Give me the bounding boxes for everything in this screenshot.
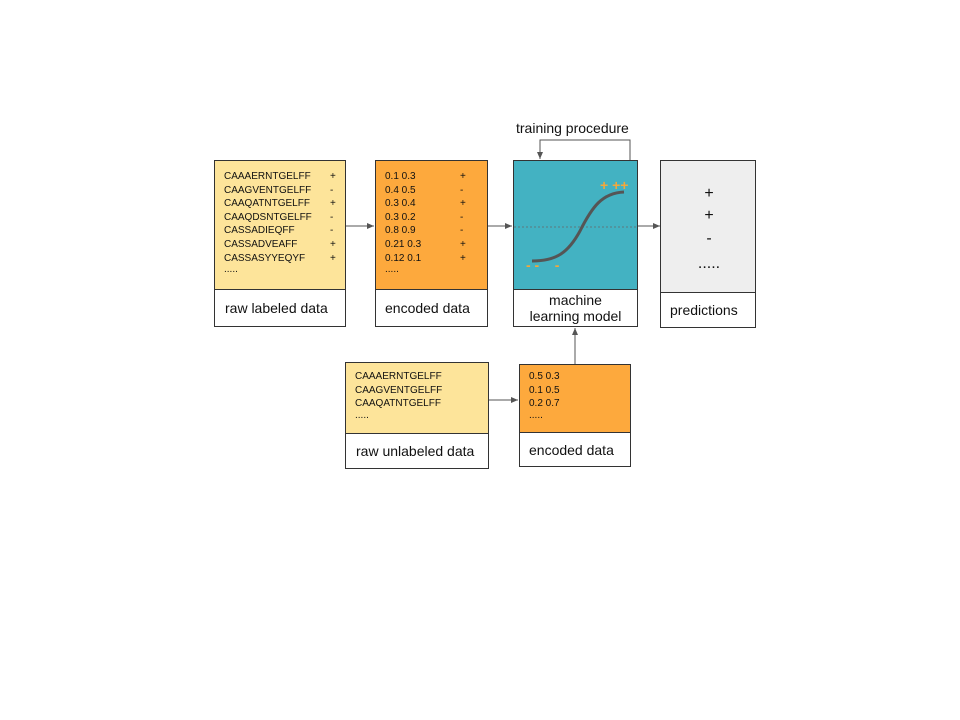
predictions-caption: predictions	[660, 292, 756, 328]
raw-unlabeled-row-text: CAAGVENTGELFF	[355, 384, 443, 396]
raw-labeled-row-text: CAAAERNTGELFF	[224, 171, 311, 182]
encoded-unlabeled-row-text: 0.1 0.5	[529, 384, 560, 396]
encoded-labeled-row-label: +	[460, 171, 466, 182]
training-procedure-label: training procedure	[516, 120, 629, 136]
sigmoid-curve	[531, 190, 625, 263]
prediction-2: +	[704, 207, 714, 224]
encoded-labeled-row-text: 0.21 0.3	[385, 239, 422, 250]
raw-unlabeled-caption: raw unlabeled data	[345, 433, 489, 469]
raw-labeled-row-label: -	[330, 225, 334, 237]
encoded-unlabeled-data-panel: 0.5 0.3 0.1 0.5 0.2 0.7.....	[519, 364, 631, 433]
encoded-unlabeled-row-text: 0.2 0.7	[529, 398, 560, 410]
encoded-labeled-row-label: +	[460, 239, 466, 250]
raw-labeled-data-panel: CAAAERNTGELFF + CAAGVENTGELFF - CAAQATNTGELF…	[214, 160, 346, 290]
encoded-labeled-row-label: +	[460, 252, 466, 264]
raw-labeled-row-text: CASSADVEAFF	[224, 239, 298, 250]
encoded-unlabeled-caption: encoded data	[519, 432, 631, 467]
raw-labeled-row-text: CASSASYYEQYF	[224, 252, 306, 264]
encoded-labeled-row-text: 0.1 0.3	[385, 171, 416, 182]
ml-model-caption-line2: learning model	[529, 308, 622, 324]
raw-labeled-row-text: CASSADIEQFF	[224, 225, 295, 237]
negative-marks: - - -	[526, 257, 560, 273]
encoded-labeled-more: .....	[385, 264, 399, 276]
raw-unlabeled-more: .....	[355, 409, 369, 421]
raw-unlabeled-caption-text: raw unlabeled data	[356, 443, 475, 459]
encoded-labeled-row-text: 0.12 0.1	[385, 252, 422, 264]
ml-model-panel: + ++ - - -	[513, 160, 638, 290]
encoded-labeled-row-text: 0.3 0.4	[385, 198, 416, 210]
raw-labeled-row-label: +	[330, 252, 336, 264]
encoded-labeled-row-label: -	[460, 184, 464, 196]
prediction-1: +	[704, 185, 714, 202]
sigmoid-curve-plot	[514, 190, 637, 263]
raw-unlabeled-data-panel: CAAAERNTGELFF CAAGVENTGELFF CAAQATNTGELFF.…	[345, 362, 489, 434]
encoded-unlabeled-row-text: 0.5 0.3	[529, 371, 560, 382]
raw-labeled-row-label: -	[330, 184, 334, 196]
ml-model-caption: machine learning model	[513, 289, 638, 327]
raw-labeled-row-label: -	[330, 211, 334, 223]
encoded-labeled-row-text: 0.3 0.2	[385, 211, 416, 223]
prediction-3: -	[706, 230, 712, 247]
ml-model-caption-line1: machine	[549, 292, 602, 308]
raw-labeled-caption-text: raw labeled data	[225, 300, 328, 316]
raw-labeled-row-text: CAAQATNTGELFF	[224, 198, 310, 210]
encoded-labeled-caption-text: encoded data	[385, 300, 470, 316]
predictions-caption-text: predictions	[670, 302, 738, 318]
raw-labeled-caption: raw labeled data	[214, 289, 346, 327]
raw-unlabeled-row-text: CAAQATNTGELFF	[355, 398, 441, 410]
raw-unlabeled-row-text: CAAAERNTGELFF	[355, 371, 442, 382]
raw-labeled-more: .....	[224, 264, 238, 276]
encoded-labeled-row-text: 0.4 0.5	[385, 184, 416, 196]
training-loop-arrow	[537, 139, 631, 160]
raw-labeled-row-text: CAAQDSNTGELFF	[224, 211, 312, 223]
encoded-labeled-row-label: -	[460, 211, 464, 223]
encoded-labeled-row-label: +	[460, 198, 466, 210]
prediction-more: .....	[697, 255, 721, 272]
encoded-labeled-row-text: 0.8 0.9	[385, 225, 416, 237]
positive-marks: + ++	[600, 177, 629, 193]
raw-labeled-row-label: +	[330, 171, 336, 182]
encoded-labeled-row-label: -	[460, 225, 464, 237]
encoded-labeled-caption: encoded data	[375, 289, 488, 327]
encoded-unlabeled-caption-text: encoded data	[529, 441, 614, 458]
raw-labeled-row-label: +	[330, 198, 336, 210]
encoded-unlabeled-more: .....	[529, 409, 543, 421]
raw-labeled-row-text: CAAGVENTGELFF	[224, 184, 312, 196]
encoded-labeled-data-panel: 0.1 0.3 +0.4 0.5 - 0.3 0.4 +0.3 0.2 - 0.8 0.9 -…	[375, 160, 488, 290]
raw-labeled-row-label: +	[330, 239, 336, 250]
predictions-panel: + + - .....	[660, 160, 756, 293]
